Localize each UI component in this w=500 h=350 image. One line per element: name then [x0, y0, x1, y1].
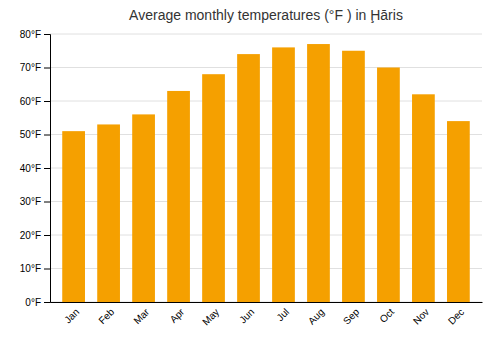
bar — [377, 68, 400, 303]
y-tick-label: 40°F — [20, 163, 41, 174]
y-tick-label: 30°F — [20, 196, 41, 207]
x-tick: Jan — [62, 306, 81, 325]
bar — [272, 47, 295, 302]
y-tick-mark — [44, 34, 50, 35]
x-tick-label: Feb — [96, 306, 116, 326]
y-tick-mark — [44, 101, 50, 102]
x-tick: Jun — [237, 306, 256, 325]
y-tick: 50°F — [20, 129, 50, 140]
y-tick-mark — [44, 168, 50, 169]
x-tick-label: Dec — [446, 306, 466, 326]
bars — [62, 44, 470, 302]
x-tick: Jul — [274, 306, 291, 323]
bar — [62, 131, 85, 302]
bar — [97, 124, 120, 302]
y-tick-label: 80°F — [20, 29, 41, 40]
y-tick: 20°F — [20, 230, 50, 241]
bar — [447, 121, 470, 302]
x-tick-label: Jan — [62, 306, 81, 325]
x-tick-label: Mar — [131, 306, 151, 326]
x-tick-label: Apr — [168, 306, 187, 325]
y-axis: 0°F 10°F 20°F 30°F 40°F 50°F 60°F 70°F 80°F — [20, 29, 51, 308]
y-tick-label: 50°F — [20, 129, 41, 140]
bar — [412, 94, 435, 302]
y-tick-label: 0°F — [25, 297, 41, 308]
x-tick: Feb — [96, 306, 116, 326]
y-tick-mark — [44, 135, 50, 136]
x-axis: Jan Feb Mar Apr May Jun Jul Aug Sep Oct Nov Dec — [51, 303, 483, 328]
y-tick-label: 20°F — [20, 230, 41, 241]
y-tick-label: 60°F — [20, 96, 41, 107]
y-tick: 60°F — [20, 96, 50, 107]
y-tick: 30°F — [20, 196, 50, 207]
x-tick: Sep — [341, 306, 362, 327]
bar — [342, 51, 365, 302]
y-tick: 40°F — [20, 163, 50, 174]
bar — [202, 74, 225, 302]
x-tick: Aug — [306, 306, 326, 326]
x-tick: Apr — [168, 306, 187, 325]
y-tick-mark — [44, 269, 50, 270]
x-tick-label: Sep — [341, 306, 362, 327]
chart: Jan Feb Mar Apr May Jun Jul Aug Sep Oct Nov Dec 0°F 1… — [0, 0, 500, 350]
bar — [132, 114, 155, 302]
bar — [237, 54, 260, 302]
y-tick-label: 70°F — [20, 62, 41, 73]
x-axis-line — [51, 302, 483, 303]
x-tick: May — [200, 306, 221, 327]
y-tick: 70°F — [20, 62, 50, 73]
bar — [307, 44, 330, 302]
y-tick: 10°F — [20, 263, 50, 274]
grid-line — [50, 34, 482, 35]
grid — [50, 34, 482, 302]
y-tick: 80°F — [20, 29, 50, 40]
x-tick: Mar — [131, 306, 151, 326]
bar — [167, 91, 190, 302]
title: Average monthly temperatures (°F ) in Ḩā… — [129, 7, 403, 23]
x-tick-label: Jun — [237, 306, 256, 325]
grid-line — [50, 67, 482, 68]
x-tick: Dec — [446, 306, 466, 326]
plot: Jan Feb Mar Apr May Jun Jul Aug Sep Oct Nov Dec 0°F 1… — [20, 29, 483, 328]
x-tick-label: Jul — [274, 306, 291, 323]
x-tick-label: Nov — [411, 306, 431, 326]
x-tick-label: Oct — [377, 306, 396, 325]
y-axis-line — [44, 35, 51, 303]
x-tick: Oct — [377, 306, 396, 325]
y-tick-mark — [44, 202, 50, 203]
y-tick-mark — [44, 302, 50, 303]
x-tick-label: May — [200, 306, 221, 327]
x-tick-label: Aug — [306, 306, 326, 326]
y-tick-label: 10°F — [20, 263, 41, 274]
y-tick: 0°F — [25, 297, 50, 308]
y-tick-mark — [44, 235, 50, 236]
x-tick: Nov — [411, 306, 431, 326]
y-tick-mark — [44, 68, 50, 69]
